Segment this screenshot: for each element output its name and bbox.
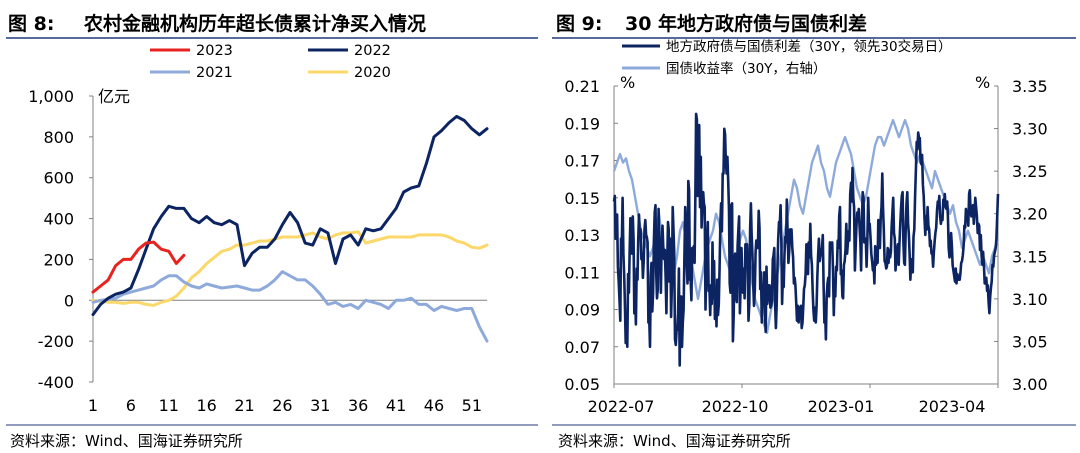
left-legend-label-2021: 2021 [196,65,233,81]
left-series-line-2023 [91,240,186,294]
left-y-tick-label: 400 [43,210,74,229]
right-legend-label-spread: 地方政府债与国债利差（30Y，领先30交易日） [666,38,952,55]
left-x-tick-label: 6 [126,396,136,415]
right-x-tick-label: 2022-10 [702,397,769,416]
left-legend-label-2020: 2020 [354,65,391,81]
right-left-tick-label: 0.11 [564,263,600,282]
left-x-tick-label: 41 [386,396,406,415]
right-title: 30 年地方政府债与国债利差 [625,12,867,35]
right-right-tick-label: 3.05 [1012,332,1048,351]
right-left-tick-label: 0.15 [564,189,600,208]
right-series-layer [612,112,1000,367]
left-title: 农村金融机构历年超长债累计净买入情况 [83,12,426,35]
right-right-unit: % [975,73,990,92]
left-y-tick-label: 0 [64,291,74,310]
right-series-line-yield [612,118,1000,335]
right-source: 资料来源：Wind、国海证券研究所 [558,432,791,450]
right-left-tick-label: 0.21 [564,77,600,96]
left-x-tick-label: 16 [196,396,216,415]
left-source: 资料来源：Wind、国海证券研究所 [10,432,243,450]
right-x-tick-label: 2023-04 [919,397,986,416]
right-left-tick-label: 0.09 [564,301,600,320]
left-x-tick-label: 26 [272,396,292,415]
left-legend: 2023 2022 2021 2020 [150,43,391,81]
right-right-tick-label: 3.15 [1012,247,1048,266]
right-x-tick-label: 2022-07 [588,397,655,416]
right-right-tick-label: 3.10 [1012,290,1048,309]
right-left-tick-label: 0.05 [564,375,600,394]
left-series-line-2020 [91,230,489,307]
left-legend-label-2023: 2023 [196,43,233,59]
left-y-tick-label: -400 [38,373,74,392]
left-y-tick-label: -200 [38,332,74,351]
right-fig-label: 图 9: [556,13,602,35]
left-panel: 图 8: 农村金融机构历年超长债累计净买入情况 2023 2022 2021 2020… [6,12,538,450]
right-right-tick-label: 3.25 [1012,162,1048,181]
left-series-line-2021 [91,270,489,343]
right-left-unit: % [620,73,635,92]
left-y-tick-label: 800 [43,128,74,147]
right-legend-label-yield: 国债收益率（30Y，右轴） [666,60,826,77]
left-series-layer [91,114,489,343]
left-y-tick-label: 200 [43,250,74,269]
left-y-tick-label: 1,000 [28,87,74,106]
left-x-tick-label: 46 [424,396,444,415]
left-fig-label: 图 8: [8,13,54,35]
right-left-tick-label: 0.19 [564,114,600,133]
left-legend-label-2022: 2022 [354,43,391,59]
right-series-line-spread [612,112,1000,367]
left-x-tick-label: 36 [348,396,368,415]
right-legend: 地方政府债与国债利差（30Y，领先30交易日） 国债收益率（30Y，右轴） [622,38,952,77]
left-x-tick-label: 21 [234,396,254,415]
right-left-tick-label: 0.13 [564,226,600,245]
left-x-tick-label: 11 [159,396,179,415]
right-right-tick-label: 3.00 [1012,375,1048,394]
right-right-tick-label: 3.35 [1012,77,1048,96]
right-panel: 图 9: 30 年地方政府债与国债利差 地方政府债与国债利差（30Y，领先30交… [552,12,1076,450]
right-left-tick-label: 0.17 [564,152,600,171]
left-series-line-2022 [91,114,489,317]
left-unit-label: 亿元 [98,87,130,106]
left-x-tick-label: 51 [462,396,482,415]
right-left-tick-label: 0.07 [564,338,600,357]
left-x-tick-label: 31 [310,396,330,415]
left-y-tick-label: 600 [43,169,74,188]
right-right-tick-label: 3.20 [1012,205,1048,224]
right-right-tick-label: 3.30 [1012,120,1048,139]
right-axes: 0.05 0.07 0.09 0.11 0.13 0.15 0.17 0.19 0.21 3.00… [564,73,1047,416]
right-x-tick-label: 2023-01 [808,397,875,416]
left-x-tick-label: 1 [88,396,98,415]
